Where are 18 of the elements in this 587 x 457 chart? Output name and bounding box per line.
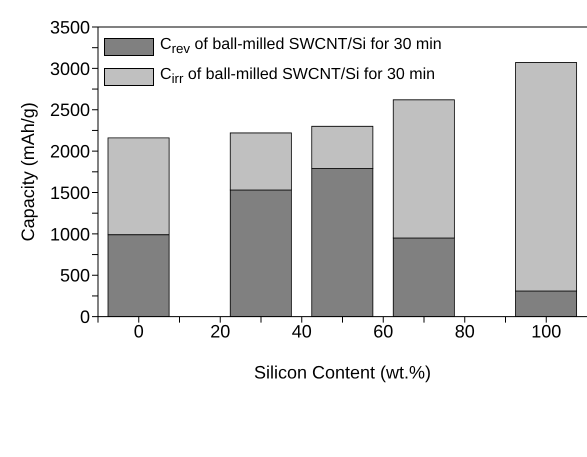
y-tick-label: 2500 <box>50 100 90 120</box>
x-tick-label: 20 <box>210 321 230 342</box>
y-tick-label: 1500 <box>50 182 90 203</box>
y-tick-label: 0 <box>80 307 90 328</box>
y-tick-label: 500 <box>60 266 90 286</box>
legend-label: C$_{irr}$ of ball-milled SWCNT/Si for 30 min <box>160 65 436 88</box>
x-tick-label: 100 <box>531 321 562 342</box>
y-tick-label: 3000 <box>50 58 90 79</box>
y-axis-title: Capacity (mAh/g) <box>18 102 38 242</box>
legend-label: C$_{rev}$ of ball-milled SWCNT/Si for 30 min <box>160 35 442 58</box>
x-tick-label: 40 <box>292 321 312 342</box>
y-tick-label: 2000 <box>50 142 90 162</box>
x-tick-label: 0 <box>134 321 144 342</box>
y-tick-label: 3500 <box>50 17 90 38</box>
y-tick-label: 1000 <box>50 224 90 244</box>
x-tick-label: 80 <box>454 321 475 342</box>
x-tick-label: 60 <box>373 321 394 342</box>
x-axis-title: Silicon Content (wt.%) <box>254 362 432 383</box>
